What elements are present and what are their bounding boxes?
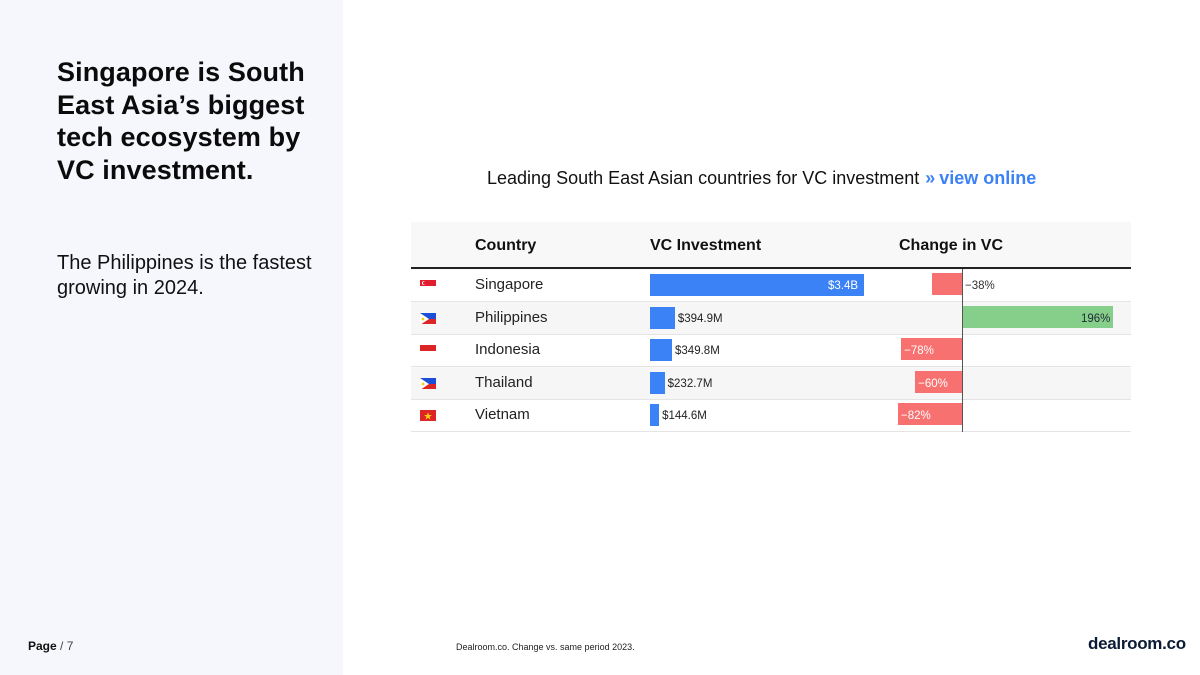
change-label: −60%: [918, 377, 948, 390]
country-name: Thailand: [475, 373, 533, 391]
change-label: 196%: [1081, 312, 1111, 325]
change-bar: [915, 370, 962, 393]
source-footnote: Dealroom.co. Change vs. same period 2023…: [456, 642, 635, 652]
chart-title: Leading South East Asian countries for V…: [487, 168, 1036, 189]
footer-area: [438, 616, 848, 672]
vc-investment-label: $394.9M: [677, 312, 723, 325]
vc-investment-label: $144.6M: [662, 410, 707, 423]
vc-investment-label: $232.7M: [667, 377, 713, 390]
vc-investment-bar: [650, 371, 665, 394]
vc-investment-label: $3.4B: [828, 280, 859, 292]
table-row: Vietnam $144.6M −82%: [411, 400, 1131, 433]
vc-investment-bar: [650, 339, 673, 362]
vc-investment-bar: [650, 306, 675, 329]
change-bar: [962, 305, 1113, 328]
change-bar: [901, 338, 962, 361]
dealroom-logo: dealroom.co: [1088, 634, 1186, 653]
vc-investment-bar: [650, 274, 864, 296]
change-bar: [932, 273, 962, 295]
vc-investment-bar: [650, 404, 660, 427]
column-header-vc-investment: VC Investment: [650, 237, 762, 254]
change-label: −38%: [965, 280, 995, 292]
chevron-right-icon: »: [925, 168, 936, 188]
country-name: Philippines: [475, 308, 548, 326]
vietnam-flag-icon: [420, 409, 436, 422]
country-name: Singapore: [475, 276, 544, 293]
table-row: Indonesia $349.8M −78%: [411, 335, 1131, 368]
indonesia-flag-icon: [420, 344, 436, 357]
chart-title-bar: [400, 166, 1144, 216]
view-online-link[interactable]: view online: [939, 168, 1037, 188]
left-panel: [0, 0, 343, 675]
header-rule: [411, 267, 1131, 269]
vc-investment-label: $349.8M: [675, 345, 720, 358]
singapore-flag-icon: [420, 279, 436, 291]
chart-title-text: Leading South East Asian countries for V…: [487, 168, 920, 188]
change-bar: [898, 403, 962, 426]
table-row: Singapore $3.4B −38%: [411, 270, 1131, 302]
change-label: −78%: [904, 345, 934, 358]
subtext: The Philippines is the fastest growing i…: [57, 252, 312, 299]
country-name: Indonesia: [475, 341, 541, 359]
table-row: Thailand $232.7M −60%: [411, 367, 1131, 400]
thailand-flag-icon: [420, 377, 436, 389]
page-number: / 7: [60, 639, 74, 653]
page-indicator: Page / 7: [28, 639, 73, 653]
headline: Singapore is South East Asia’s biggest t…: [57, 57, 305, 185]
table-row: Philippines $394.9M 196%: [411, 302, 1131, 335]
country-name: Vietnam: [475, 406, 530, 424]
change-zero-line: [962, 269, 963, 432]
philippines-flag-icon: [420, 312, 436, 324]
page-word: Page: [28, 639, 57, 653]
column-header-country: Country: [475, 237, 537, 254]
change-label: −82%: [901, 410, 931, 423]
column-header-change: Change in VC: [899, 237, 1004, 254]
